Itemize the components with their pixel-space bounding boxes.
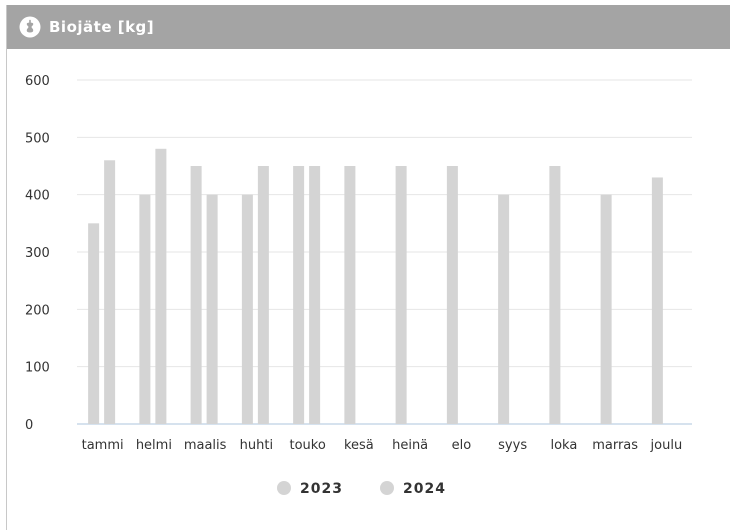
bar-2023-tammi[interactable]: [88, 223, 100, 424]
x-axis-ticks: tammi helmi maalis huhti touko kesä heinä elo sy…: [82, 438, 683, 453]
bar-2023-syys[interactable]: [498, 194, 510, 424]
x-tick-label: maalis: [184, 438, 227, 453]
x-tick-label: loka: [550, 438, 577, 453]
y-tick-label: 400: [25, 189, 50, 204]
x-tick-label: kesä: [344, 438, 374, 453]
y-tick-label: 200: [25, 303, 50, 318]
x-tick-label: marras: [592, 438, 638, 453]
legend-dot: [277, 481, 291, 495]
widget-title: Biojäte [kg]: [49, 18, 155, 36]
bar-2023-kesä[interactable]: [344, 166, 356, 424]
bar-2024-tammi[interactable]: [104, 160, 116, 424]
legend-item-2024[interactable]: 2024: [380, 481, 446, 497]
x-tick-label: helmi: [136, 438, 172, 453]
apple-core-icon: [19, 16, 41, 38]
x-tick-label: tammi: [82, 438, 124, 453]
x-tick-label: syys: [498, 438, 527, 453]
bar-2024-helmi[interactable]: [155, 148, 167, 425]
grid-lines: [77, 79, 692, 425]
legend-dot: [380, 481, 394, 495]
widget-header: Biojäte [kg]: [7, 5, 730, 49]
x-tick-label: joulu: [650, 438, 683, 453]
legend-item-2023[interactable]: 2023: [277, 481, 343, 497]
bar-chart: 0 100 200 300 400 500 600 tammi helmi maalis huht…: [25, 74, 692, 497]
bar-2024-maalis[interactable]: [206, 194, 218, 424]
y-axis-ticks: 0 100 200 300 400 500 600: [25, 74, 50, 433]
x-tick-label: touko: [289, 438, 325, 453]
x-tick-label: huhti: [240, 438, 273, 453]
bar-2023-huhti[interactable]: [241, 194, 253, 424]
bar-2023-maalis[interactable]: [190, 166, 202, 424]
bar-2024-touko[interactable]: [309, 166, 321, 424]
bar-2023-touko[interactable]: [293, 166, 305, 424]
x-tick-label: elo: [452, 438, 472, 453]
y-tick-label: 500: [25, 131, 50, 146]
chart-widget: Biojäte [kg] 0 100 200 300 400 500 600 tammi he…: [6, 5, 730, 530]
bar-2023-marras[interactable]: [600, 194, 612, 424]
y-tick-label: 0: [25, 418, 33, 433]
bar-2023-joulu[interactable]: [651, 177, 663, 424]
y-tick-label: 100: [25, 361, 50, 376]
bar-2023-loka[interactable]: [549, 166, 561, 424]
y-tick-label: 300: [25, 246, 50, 261]
bar-2023-heinä[interactable]: [395, 166, 407, 424]
bar-2024-huhti[interactable]: [257, 166, 269, 424]
bar-2023-helmi[interactable]: [139, 194, 151, 424]
x-tick-label: heinä: [392, 438, 428, 453]
legend-label: 2023: [300, 481, 343, 497]
y-tick-label: 600: [25, 74, 50, 89]
legend-label: 2024: [403, 481, 446, 497]
bars: [88, 148, 663, 425]
bar-2023-elo[interactable]: [446, 166, 458, 424]
legend[interactable]: 2023 2024: [277, 481, 446, 497]
